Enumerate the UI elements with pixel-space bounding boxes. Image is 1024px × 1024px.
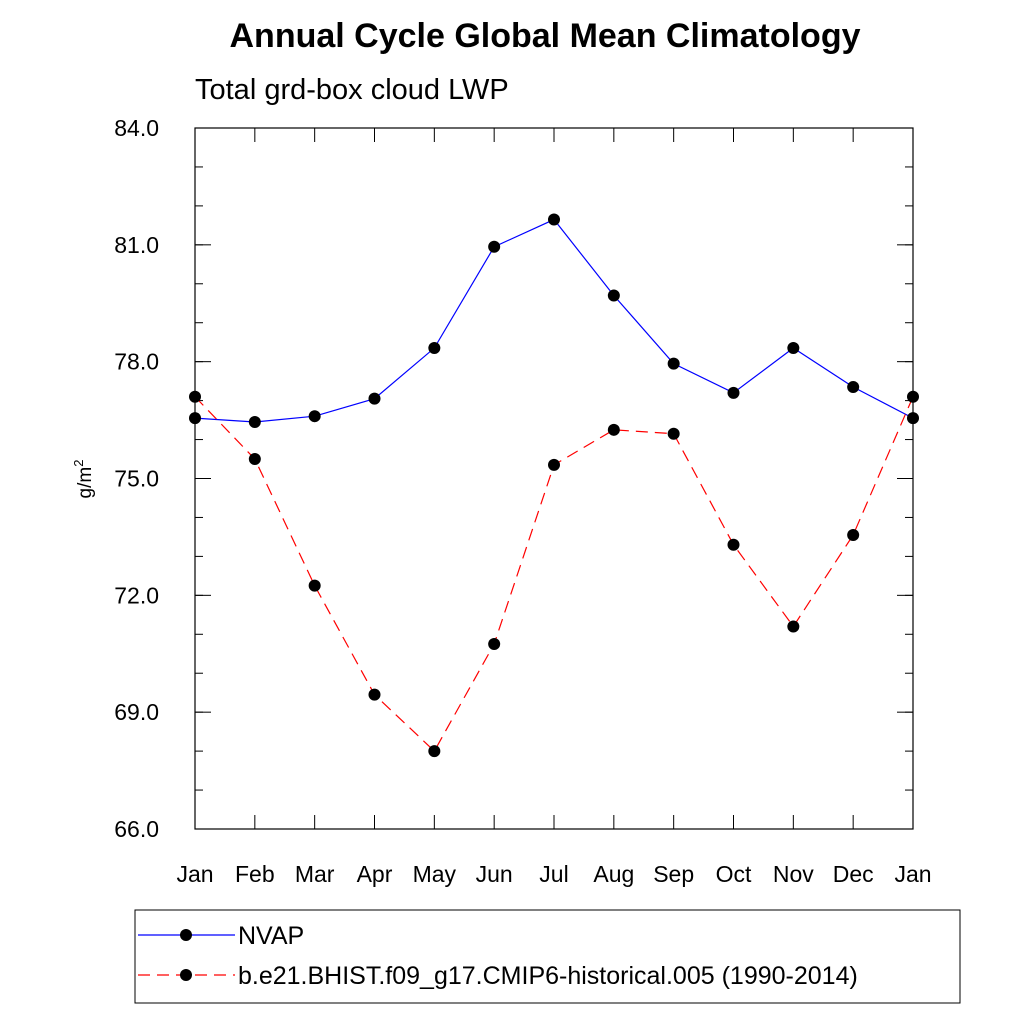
data-point [847,380,860,393]
chart-title: Annual Cycle Global Mean Climatology [230,17,861,55]
data-point [308,410,321,423]
x-tick-label: Jun [476,861,513,887]
legend-entry-1: NVAP [138,922,304,950]
data-point [607,423,620,436]
x-tick-label: Apr [357,861,393,887]
legend-entries: NVAP b.e21.BHIST.f09_g17.CMIP6-historical… [138,922,858,990]
data-point [308,579,321,592]
series-line [194,218,914,423]
data-point [727,538,740,551]
x-tick-label: Oct [716,861,752,887]
y-axis-label: g/m2 [71,460,96,499]
data-point [787,342,800,355]
series-1 [189,213,919,429]
y-tick-label: 84.0 [114,115,159,141]
y-tick-label: 66.0 [114,816,159,842]
x-tick-label: Sep [653,861,694,887]
y-tick-label: 78.0 [114,349,159,375]
series-2 [189,390,919,758]
legend-entry-2: b.e21.BHIST.f09_g17.CMIP6-historical.005… [138,962,858,990]
data-point [907,412,919,425]
legend: NVAP b.e21.BHIST.f09_g17.CMIP6-historical… [134,909,961,1004]
data-point [189,412,201,425]
x-tick-label: Mar [295,861,335,887]
x-tick-label: Jul [539,861,568,887]
y-axis-label-base: g/m [75,467,96,499]
y-tick-label: 72.0 [114,582,159,608]
data-point [488,240,501,253]
y-tick-label: 69.0 [114,699,159,725]
x-tick-label: Nov [773,861,814,887]
data-point [548,458,560,471]
data-point [488,638,501,651]
data-point [607,289,620,302]
data-point [428,342,441,355]
data-point [787,620,800,633]
legend-box [134,909,961,1004]
x-tick-label: Aug [593,861,634,887]
data-point [847,528,860,541]
data-point [727,386,740,399]
axes: Jan Feb Mar Apr May Jun Jul Aug Sep Oct Nov Dec Jan 6… [114,115,931,887]
x-tick-label: Feb [235,861,275,887]
y-tick-label: 81.0 [114,232,159,258]
x-tick-label: Jan [176,861,213,887]
data-point [667,357,680,370]
plot-frame [194,127,914,830]
data-point [548,213,560,226]
legend-marker [180,929,192,941]
data-point [248,453,261,466]
legend-marker [180,969,192,981]
data-point [907,390,919,403]
x-tick-label: Dec [833,861,874,887]
data-point [189,390,201,403]
legend-label: NVAP [238,922,304,950]
data-point [248,416,261,429]
y-axis-label-superscript: 2 [71,460,86,467]
plot-series [189,213,919,758]
legend-label: b.e21.BHIST.f09_g17.CMIP6-historical.005… [238,962,858,990]
data-point [368,688,381,701]
y-tick-label: 75.0 [114,466,159,492]
data-point [368,392,381,405]
x-tick-label: Jan [894,861,931,887]
data-point [428,745,441,758]
data-point [667,427,680,440]
x-tick-label: May [413,861,457,887]
series-line [194,396,914,753]
chart-subtitle: Total grd-box cloud LWP [195,74,509,106]
